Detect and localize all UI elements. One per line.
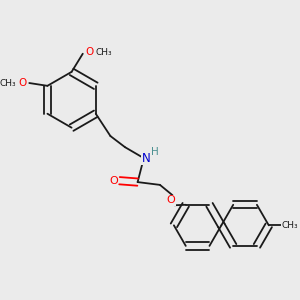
Text: CH₃: CH₃ bbox=[282, 221, 298, 230]
Text: O: O bbox=[109, 176, 118, 186]
Text: N: N bbox=[142, 152, 150, 165]
Text: CH₃: CH₃ bbox=[95, 48, 112, 57]
Text: O: O bbox=[18, 78, 26, 88]
Text: H: H bbox=[151, 147, 159, 157]
Text: CH₃: CH₃ bbox=[0, 79, 16, 88]
Text: O: O bbox=[167, 195, 176, 205]
Text: O: O bbox=[85, 47, 94, 57]
